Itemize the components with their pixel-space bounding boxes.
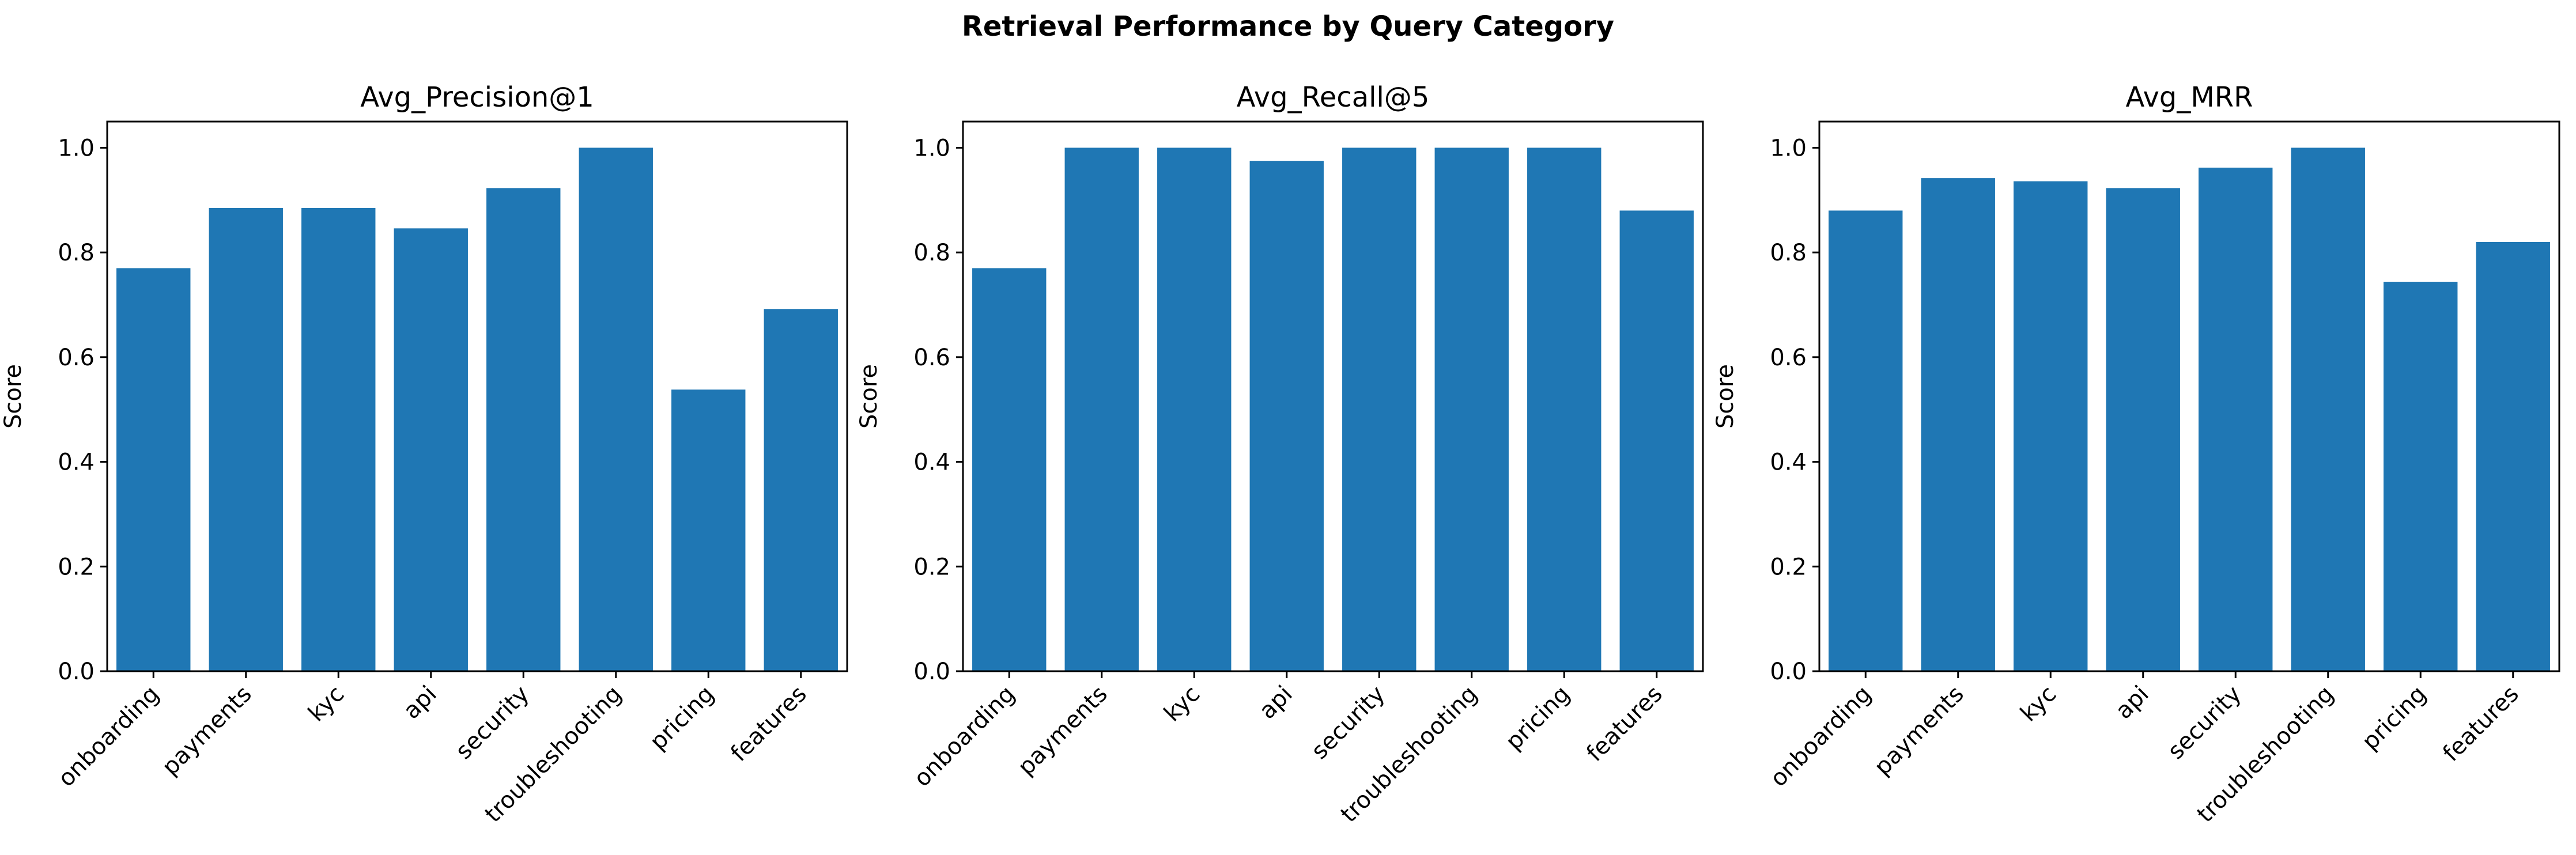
bar-payments [209, 207, 283, 671]
y-tick-label: 1.0 [58, 135, 95, 161]
y-tick-label: 0.4 [913, 449, 950, 476]
y-tick-label: 0.8 [1770, 240, 1807, 266]
y-axis-label: Score [856, 364, 882, 429]
bar-api [394, 228, 468, 672]
bar-kyc [301, 207, 376, 671]
bar-security [486, 188, 561, 671]
bar-pricing [2384, 282, 2458, 671]
y-tick-label: 0.0 [1770, 659, 1807, 685]
bar-pricing [1527, 147, 1601, 671]
panel-title: Avg_Precision@1 [360, 81, 594, 114]
bar-features [764, 309, 838, 671]
y-axis-label: Score [0, 364, 27, 429]
bar-kyc [1157, 147, 1232, 671]
bar-features [2476, 241, 2550, 672]
y-tick-label: 0.4 [1770, 449, 1807, 476]
y-axis-label: Score [1712, 364, 1739, 429]
y-tick-label: 0.8 [58, 240, 95, 266]
panel-title: Avg_Recall@5 [1237, 81, 1430, 114]
bar-payments [1921, 178, 1995, 671]
y-tick-label: 0.2 [913, 554, 950, 580]
y-tick-label: 1.0 [1770, 135, 1807, 161]
figure-title: Retrieval Performance by Query Category [962, 10, 1614, 43]
panel-title: Avg_MRR [2125, 81, 2253, 114]
y-tick-label: 0.0 [913, 659, 950, 685]
bar-api [1249, 161, 1324, 671]
bar-security [2199, 167, 2273, 671]
bar-security [1342, 147, 1417, 671]
bar-troubleshooting [1434, 147, 1509, 671]
y-tick-label: 0.0 [58, 659, 95, 685]
bar-features [1619, 210, 1694, 672]
bar-troubleshooting [2291, 147, 2365, 671]
y-tick-label: 0.6 [58, 345, 95, 371]
y-tick-label: 0.4 [58, 449, 95, 476]
bar-onboarding [116, 268, 191, 671]
bar-onboarding [972, 268, 1047, 671]
y-tick-label: 0.2 [1770, 554, 1807, 580]
y-tick-label: 0.8 [913, 240, 950, 266]
bar-api [2106, 188, 2180, 671]
y-tick-label: 0.2 [58, 554, 95, 580]
bar-payments [1064, 147, 1139, 671]
plot-frame [962, 120, 1704, 672]
bar-kyc [2014, 181, 2088, 672]
bar-troubleshooting [579, 147, 653, 671]
bar-pricing [671, 389, 746, 671]
y-tick-label: 0.6 [1770, 345, 1807, 371]
bar-onboarding [1829, 210, 1903, 672]
plot-frame [1818, 120, 2560, 672]
y-tick-label: 0.6 [913, 345, 950, 371]
y-tick-label: 1.0 [913, 135, 950, 161]
chart-panel-1: Avg_Precision@10.00.20.40.60.81.0Scoreon… [0, 81, 848, 828]
plot-frame [106, 120, 848, 672]
